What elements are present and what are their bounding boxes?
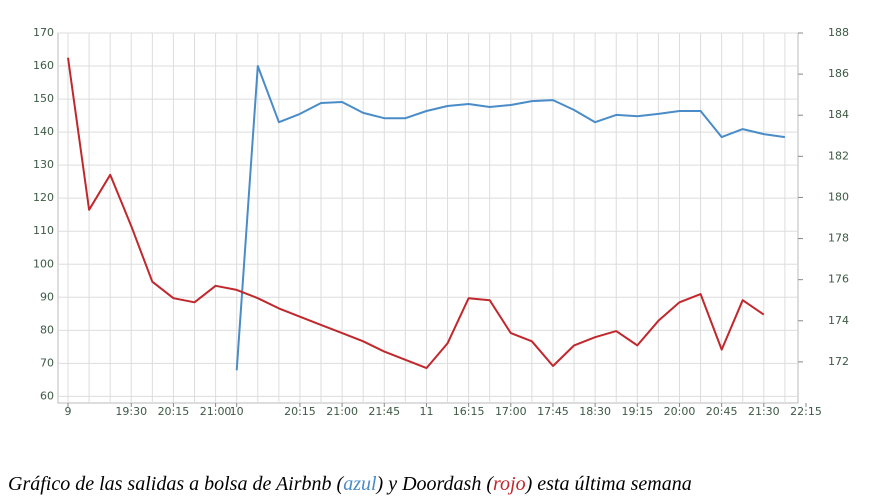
y2-tick-label: 188	[828, 26, 849, 39]
y2-tick-label: 172	[828, 355, 849, 368]
caption-part: azul	[343, 473, 377, 495]
y-tick-label: 100	[33, 257, 54, 270]
x-tick-label: 22:15	[790, 405, 822, 418]
x-tick-label: 19:30	[115, 405, 147, 418]
y-tick-label: 60	[40, 389, 54, 402]
caption-part: ) esta última semana	[525, 473, 692, 495]
y2-tick-label: 184	[828, 108, 849, 121]
y-tick-label: 120	[33, 191, 54, 204]
y-tick-label: 110	[33, 224, 54, 237]
x-tick-label: 20:45	[706, 405, 738, 418]
y-tick-label: 130	[33, 158, 54, 171]
y2-tick-label: 178	[828, 232, 849, 245]
y2-tick-label: 176	[828, 273, 849, 286]
y2-tick-label: 182	[828, 149, 849, 162]
x-tick-label: 10	[230, 405, 244, 418]
x-tick-label: 9	[65, 405, 72, 418]
caption-part: ) y Doordash (	[376, 473, 495, 495]
x-tick-label: 21:30	[748, 405, 780, 418]
x-tick-label: 21:45	[368, 405, 400, 418]
caption: Gráfico de las salidas a bolsa de Airbnb…	[8, 473, 692, 495]
y-tick-label: 170	[33, 26, 54, 39]
y-tick-label: 140	[33, 125, 54, 138]
y-tick-label: 90	[40, 290, 54, 303]
x-tick-label: 11	[419, 405, 433, 418]
x-tick-label: 19:15	[621, 405, 653, 418]
x-tick-label: 21:00	[200, 405, 232, 418]
series-line	[67, 57, 765, 370]
x-tick-label: 18:30	[579, 405, 611, 418]
x-tick-label: 17:00	[495, 405, 527, 418]
y2-tick-label: 180	[828, 190, 849, 203]
x-tick-label: 17:45	[537, 405, 569, 418]
y2-tick-label: 186	[828, 67, 849, 80]
x-tick-label: 21:00	[326, 405, 358, 418]
y-tick-label: 70	[40, 356, 54, 369]
caption-part: Gráfico de las salidas a bolsa de Airbnb…	[8, 473, 345, 495]
y-tick-label: 80	[40, 323, 54, 336]
plot-area	[57, 32, 799, 404]
y-tick-label: 150	[33, 92, 54, 105]
x-tick-label: 20:00	[664, 405, 696, 418]
caption-part: rojo	[493, 473, 526, 495]
x-tick-label: 16:15	[453, 405, 485, 418]
y-tick-label: 160	[33, 59, 54, 72]
y2-tick-label: 174	[828, 314, 849, 327]
x-tick-label: 20:15	[158, 405, 190, 418]
series-line	[235, 65, 786, 371]
x-tick-label: 20:15	[284, 405, 316, 418]
